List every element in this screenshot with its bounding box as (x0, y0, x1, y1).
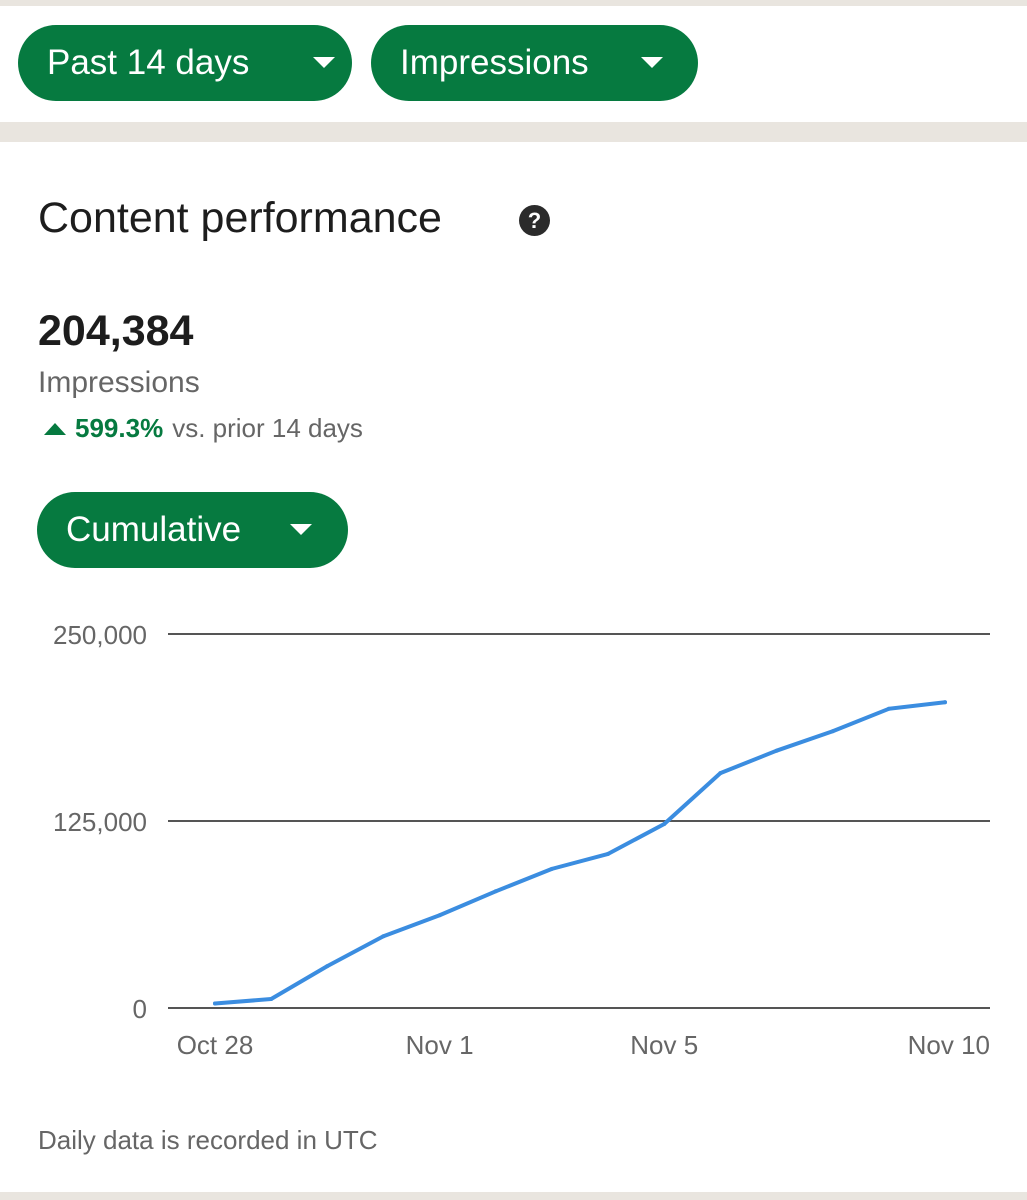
x-tick-label: Oct 28 (177, 1030, 254, 1060)
caret-down-icon (641, 57, 663, 68)
view-mode-label: Cumulative (66, 510, 242, 549)
x-tick-label: Nov 5 (630, 1030, 698, 1060)
data-point (437, 913, 442, 918)
content-performance-card: Content performance ? 204,384 Impression… (0, 142, 1027, 1192)
impressions-line-chart: 250,000 125,000 0 Oct 28 Nov 1 Nov 5 Nov 10 (53, 620, 990, 1060)
triangle-up-icon (44, 422, 66, 435)
view-mode-dropdown[interactable]: Cumulative (37, 492, 348, 568)
caret-down-icon (290, 524, 312, 535)
change-indicator: 599.3% vs. prior 14 days (44, 413, 363, 444)
y-tick-label: 0 (133, 994, 147, 1024)
change-comparison-text: vs. prior 14 days (172, 413, 363, 443)
change-percent: 599.3% (75, 413, 164, 443)
period-dropdown-label: Past 14 days (47, 43, 250, 82)
data-point (493, 889, 498, 894)
data-point (830, 729, 835, 734)
impressions-series-line (213, 700, 947, 1006)
card-title: Content performance (38, 194, 442, 242)
x-tick-label: Nov 1 (406, 1030, 474, 1060)
filter-bar: Past 14 days Impressions (0, 6, 1027, 122)
help-icon[interactable]: ? (519, 205, 550, 236)
caret-down-icon (313, 57, 335, 68)
data-point (943, 700, 947, 705)
data-point (606, 851, 611, 856)
footnote: Daily data is recorded in UTC (38, 1125, 378, 1155)
metric-dropdown[interactable]: Impressions (371, 25, 698, 101)
top-divider (0, 0, 1027, 6)
data-point (886, 706, 891, 711)
metric-dropdown-label: Impressions (400, 43, 589, 82)
data-point (662, 821, 667, 826)
bottom-divider (0, 1192, 1027, 1200)
data-point (213, 1001, 217, 1006)
metric-label: Impressions (38, 366, 200, 399)
y-tick-label: 250,000 (53, 620, 147, 650)
data-point (381, 934, 386, 939)
data-point (269, 997, 274, 1002)
y-tick-label: 125,000 (53, 807, 147, 837)
data-point (549, 866, 554, 871)
x-tick-label: Nov 10 (908, 1030, 990, 1060)
data-point (325, 964, 330, 969)
total-impressions-value: 204,384 (38, 307, 194, 355)
data-point (718, 771, 723, 776)
period-dropdown[interactable]: Past 14 days (18, 25, 352, 101)
data-point (774, 748, 779, 753)
